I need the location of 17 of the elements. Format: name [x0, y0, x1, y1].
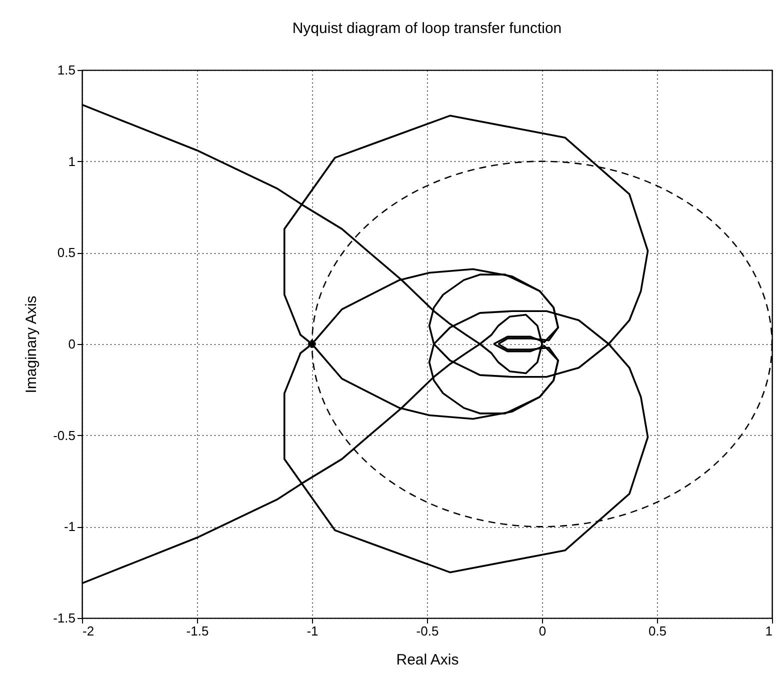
x-tick-label: 0 [538, 624, 546, 638]
y-tick-label: 0.5 [57, 245, 76, 260]
x-tick-label: -0.5 [416, 624, 439, 638]
y-tick-label: 0 [68, 336, 76, 352]
y-tick-label: 1.5 [57, 62, 76, 78]
x-axis-title: Real Axis [396, 652, 459, 668]
y-tick-label: 1 [68, 154, 76, 169]
x-tick-label: -2 [82, 624, 94, 638]
y-tick-label: -0.5 [53, 428, 76, 443]
y-tick-label: -1.5 [53, 610, 76, 626]
y-tick-label: -1 [64, 519, 76, 534]
x-tick-label: 1 [765, 624, 772, 638]
chart-title: Nyquist diagram of loop transfer function [292, 20, 562, 37]
x-tick-label: -1.5 [186, 624, 209, 638]
x-tick-label: -1 [306, 624, 318, 638]
x-tick-label: 0.5 [648, 624, 667, 638]
y-axis-title: Imaginary Axis [23, 296, 40, 394]
